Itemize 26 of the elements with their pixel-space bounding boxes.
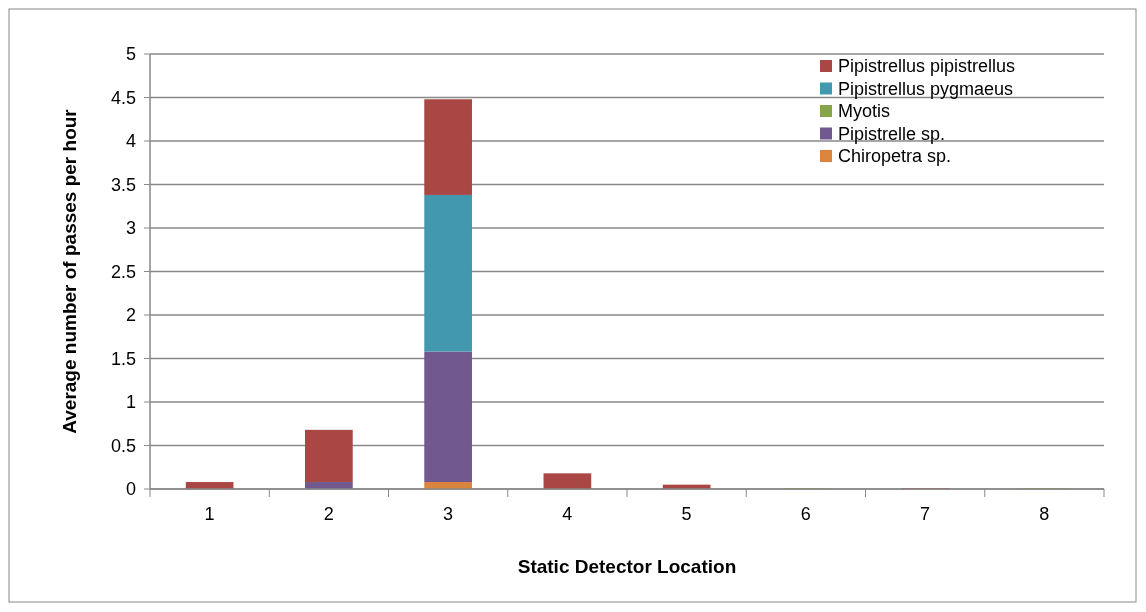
x-tick-label: 7 <box>920 504 931 524</box>
y-tick-label: 4.5 <box>110 87 136 108</box>
x-tick-label: 8 <box>1039 504 1050 524</box>
y-tick-label: 1.5 <box>110 348 136 369</box>
x-tick-label: 4 <box>562 504 573 524</box>
legend-label: Pipistrellus pygmaeus <box>838 78 1014 99</box>
y-tick-label: 4 <box>125 131 136 152</box>
legend-label: Chiropetra sp. <box>838 146 952 167</box>
legend-label: Myotis <box>838 101 891 122</box>
y-tick-label: 3.5 <box>110 174 136 195</box>
y-tick-label: 5 <box>125 44 136 65</box>
legend-label: Pipistrellus pipistrellus <box>838 56 1016 77</box>
y-tick-label: 3 <box>125 218 136 239</box>
x-tick-label: 5 <box>681 504 692 524</box>
y-tick-label: 0.5 <box>110 435 136 456</box>
x-axis-title: Static Detector Location <box>517 556 737 577</box>
x-tick-label: 2 <box>323 504 334 524</box>
legend-label: Pipistrelle sp. <box>838 123 946 144</box>
y-tick-label: 2 <box>125 305 136 326</box>
x-tick-label: 1 <box>204 504 215 524</box>
x-tick-label: 6 <box>800 504 811 524</box>
y-tick-label: 2.5 <box>110 261 136 282</box>
x-tick-label: 3 <box>443 504 454 524</box>
y-tick-label: 1 <box>125 392 136 413</box>
y-axis-title: Average number of passes per hour <box>59 108 80 434</box>
y-tick-label: 0 <box>125 479 136 500</box>
